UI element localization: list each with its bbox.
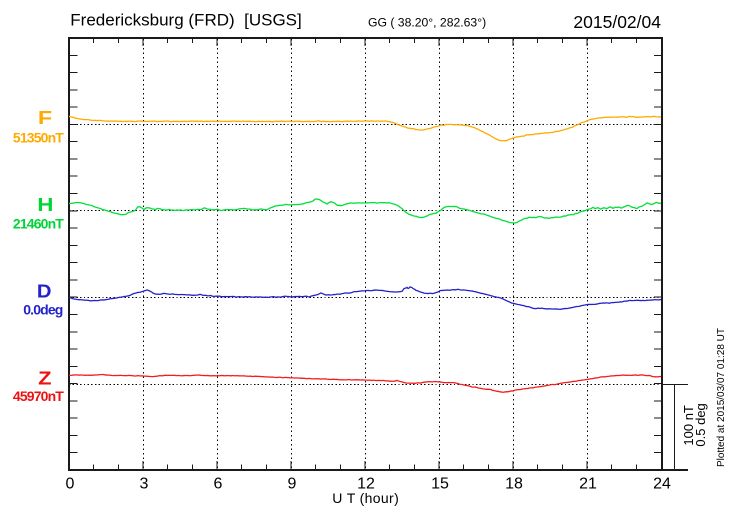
svg-text:45970nT: 45970nT: [13, 388, 64, 404]
svg-text:21460nT: 21460nT: [13, 216, 64, 232]
svg-text:12: 12: [357, 476, 375, 493]
svg-text:F: F: [38, 108, 52, 128]
svg-text:6: 6: [214, 476, 223, 493]
svg-text:0.0deg: 0.0deg: [23, 302, 63, 318]
svg-text:GG ( 38.20°, 282.63°): GG ( 38.20°, 282.63°): [368, 16, 486, 30]
svg-text:2015/02/04: 2015/02/04: [573, 12, 661, 32]
svg-text:18: 18: [505, 476, 523, 493]
svg-text:Plotted at 2015/03/07 01:28 UT: Plotted at 2015/03/07 01:28 UT: [716, 328, 727, 467]
svg-text:21: 21: [579, 476, 597, 493]
svg-text:3: 3: [140, 476, 149, 493]
svg-text:24: 24: [653, 476, 671, 493]
svg-text:U T (hour): U T (hour): [332, 490, 399, 506]
svg-text:9: 9: [288, 476, 297, 493]
svg-text:Fredericksburg (FRD) [USGS]: Fredericksburg (FRD) [USGS]: [70, 11, 301, 30]
svg-text:51350nT: 51350nT: [13, 130, 64, 146]
svg-text:H: H: [37, 195, 53, 215]
svg-text:100 nT: 100 nT: [681, 405, 696, 446]
svg-text:Z: Z: [38, 369, 51, 389]
svg-text:0: 0: [66, 476, 75, 493]
svg-text:D: D: [37, 282, 52, 302]
svg-text:0.5 deg: 0.5 deg: [693, 403, 708, 446]
svg-text:15: 15: [431, 476, 449, 493]
